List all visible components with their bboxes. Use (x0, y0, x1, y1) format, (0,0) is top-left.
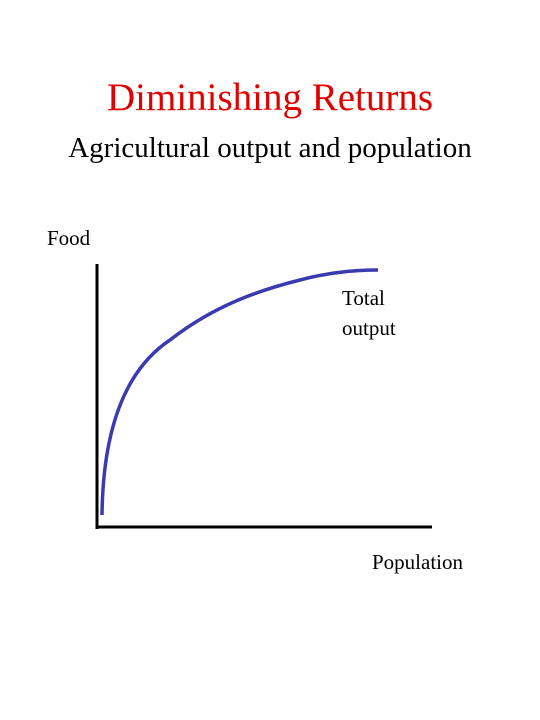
curve-label: output (342, 316, 396, 340)
y-axis-label: Food (47, 226, 91, 250)
x-axis-label: Population (372, 550, 464, 574)
title: Diminishing Returns (107, 76, 433, 119)
curve-label: Total (342, 286, 385, 310)
total-output-curve (100, 268, 379, 516)
subtitle: Agricultural output and population (68, 132, 472, 164)
